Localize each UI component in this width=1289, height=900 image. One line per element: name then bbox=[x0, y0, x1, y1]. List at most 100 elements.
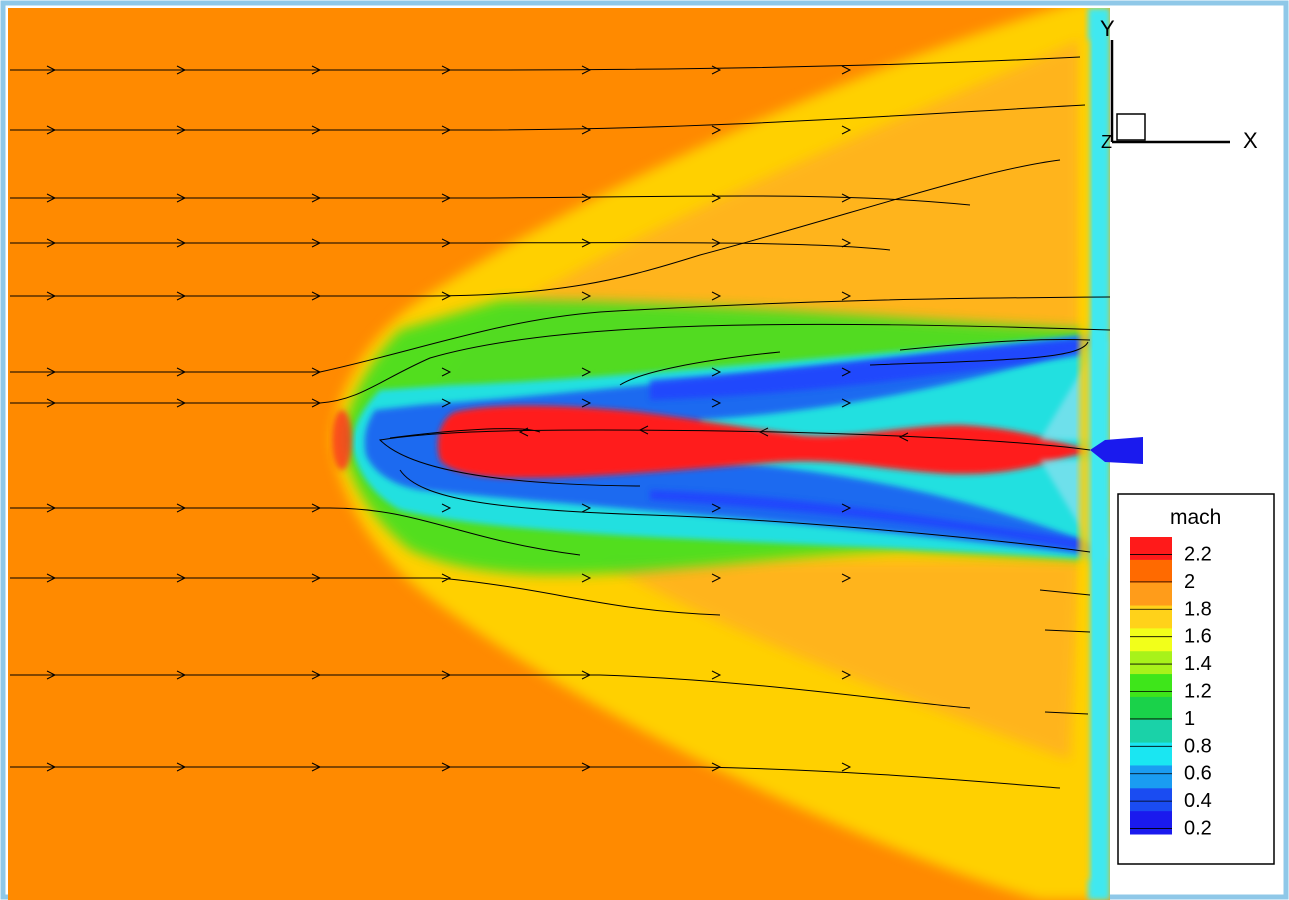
streamline-arrow bbox=[46, 125, 57, 135]
streamline-arrow bbox=[176, 238, 187, 248]
streamline-arrow bbox=[311, 367, 322, 377]
legend-title: mach bbox=[1170, 506, 1221, 529]
legend-tick-label: 0.8 bbox=[1184, 735, 1212, 757]
streamline-arrow bbox=[176, 503, 187, 513]
legend-tick-label: 0.2 bbox=[1184, 818, 1212, 840]
streamline-arrow bbox=[311, 670, 322, 680]
streamline bbox=[10, 104, 1086, 131]
streamline-arrow bbox=[711, 503, 722, 513]
streamline-arrow bbox=[311, 193, 322, 203]
streamline bbox=[10, 766, 1061, 789]
streamline bbox=[10, 242, 891, 251]
streamline-arrow bbox=[311, 291, 322, 301]
streamline-arrow bbox=[46, 503, 57, 513]
streamline-arrow bbox=[176, 398, 187, 408]
streamline-arrow bbox=[841, 573, 852, 583]
legend-tick-label: 2 bbox=[1184, 571, 1195, 593]
blue-recirculation bbox=[364, 335, 1096, 555]
streamline-arrow bbox=[441, 125, 452, 135]
streamline-arrow bbox=[711, 367, 722, 377]
legend-tick-label: 0.6 bbox=[1184, 763, 1212, 785]
streamline-arrow bbox=[581, 291, 592, 301]
streamline-arrow bbox=[711, 238, 722, 248]
legend-swatch bbox=[1130, 788, 1172, 812]
streamlines bbox=[10, 56, 1111, 789]
streamline-arrow bbox=[841, 125, 852, 135]
streamline-arrow bbox=[441, 65, 452, 75]
right-wall-yellow bbox=[1078, 40, 1090, 880]
streamline-arrow bbox=[581, 193, 592, 203]
streamline-arrow bbox=[841, 670, 852, 680]
streamline bbox=[10, 507, 581, 556]
streamline-arrow bbox=[46, 238, 57, 248]
streamline-arrow bbox=[581, 238, 592, 248]
streamline-arrow bbox=[711, 193, 722, 203]
streamline-arrow bbox=[841, 193, 852, 203]
streamline bbox=[10, 296, 1111, 373]
streamline-arrow bbox=[841, 398, 852, 408]
streamline-arrow bbox=[441, 573, 452, 583]
streamline bbox=[10, 159, 1061, 297]
legend-swatch bbox=[1130, 605, 1172, 629]
streamline-arrow bbox=[638, 425, 649, 435]
streamline bbox=[899, 339, 1091, 351]
upper-blue-streak bbox=[650, 340, 1082, 400]
streamline-arrow bbox=[176, 670, 187, 680]
streamline-arrow bbox=[581, 762, 592, 772]
streamline-arrow bbox=[176, 367, 187, 377]
streamline-arrow bbox=[711, 573, 722, 583]
streamline-arrow bbox=[441, 193, 452, 203]
legend-tick-label: 1.8 bbox=[1184, 598, 1212, 620]
streamline bbox=[10, 56, 1081, 71]
streamline-arrow bbox=[518, 427, 529, 437]
streamline-arrow bbox=[711, 291, 722, 301]
streamline-arrow bbox=[311, 125, 322, 135]
streamline-arrow bbox=[46, 762, 57, 772]
streamline-arrow bbox=[581, 65, 592, 75]
streamline-arrow bbox=[46, 573, 57, 583]
legend-tick-label: 1.6 bbox=[1184, 626, 1212, 648]
streamline-arrow bbox=[46, 367, 57, 377]
streamline-arrow bbox=[441, 367, 452, 377]
streamline bbox=[10, 323, 1111, 404]
y-axis-label: Y bbox=[1100, 16, 1115, 41]
legend-ticks: 2.2 2 1.8 1.6 1.4 1.2 1 0.8 0.6 0.4 0.2 bbox=[1130, 543, 1212, 840]
legend-swatch bbox=[1130, 537, 1172, 561]
streamline-arrow bbox=[581, 670, 592, 680]
streamline-arrow bbox=[176, 291, 187, 301]
streamline-arrow bbox=[581, 573, 592, 583]
legend-swatch bbox=[1130, 674, 1172, 698]
streamline-arrow bbox=[441, 291, 452, 301]
legend-swatch bbox=[1130, 582, 1172, 607]
streamline-arrow bbox=[581, 125, 592, 135]
streamline-arrow bbox=[841, 367, 852, 377]
streamline bbox=[1044, 629, 1091, 633]
streamline-arrow bbox=[46, 670, 57, 680]
streamline-arrow bbox=[311, 503, 322, 513]
streamline-arrow bbox=[581, 398, 592, 408]
streamline-arrow bbox=[441, 398, 452, 408]
streamline-arrow bbox=[441, 238, 452, 248]
contour-field bbox=[8, 8, 1110, 900]
legend-tick-label: 2.2 bbox=[1184, 543, 1212, 565]
z-axis-label: Z bbox=[1101, 132, 1112, 152]
streamline-arrow bbox=[441, 670, 452, 680]
x-axis-label: X bbox=[1243, 128, 1258, 153]
legend-swatch bbox=[1130, 811, 1172, 835]
legend-tick-label: 1.4 bbox=[1184, 653, 1212, 675]
legend-swatch bbox=[1130, 651, 1172, 675]
streamline-arrow bbox=[711, 398, 722, 408]
streamline-arrow bbox=[441, 762, 452, 772]
streamline-arrow bbox=[46, 398, 57, 408]
legend-tick-label: 1.2 bbox=[1184, 681, 1212, 703]
streamline-arrow bbox=[176, 573, 187, 583]
streamline bbox=[378, 429, 1091, 487]
jet-core bbox=[437, 405, 1090, 478]
streamline bbox=[869, 341, 1089, 366]
lower-blue-streak bbox=[650, 490, 1082, 550]
lower-orange-lobe bbox=[600, 560, 1080, 760]
legend-swatch bbox=[1130, 696, 1172, 721]
streamline-arrow bbox=[176, 193, 187, 203]
streamline-arrow bbox=[711, 125, 722, 135]
